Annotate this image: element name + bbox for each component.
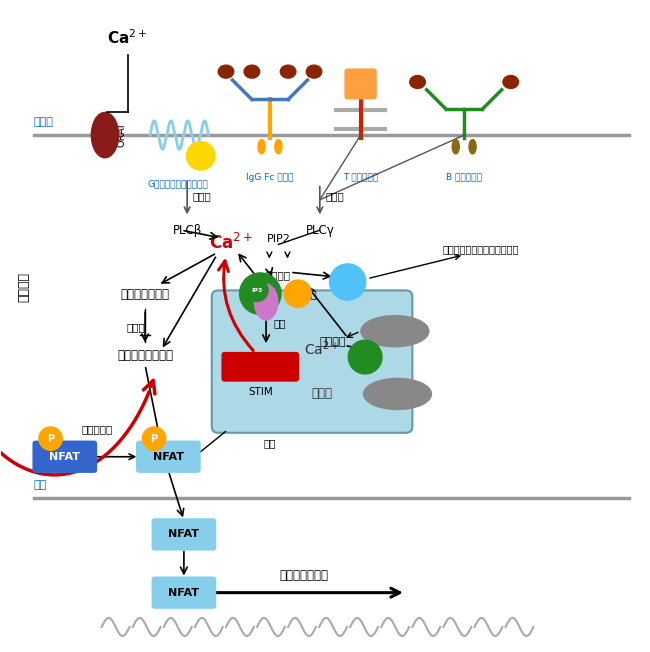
Text: PLCγ: PLCγ bbox=[306, 224, 334, 237]
Text: P: P bbox=[294, 289, 302, 299]
Ellipse shape bbox=[258, 140, 265, 154]
Text: IP4: IP4 bbox=[356, 352, 374, 362]
Circle shape bbox=[39, 427, 62, 451]
Ellipse shape bbox=[244, 65, 259, 78]
Ellipse shape bbox=[218, 65, 234, 78]
FancyBboxPatch shape bbox=[136, 441, 201, 473]
Text: PIP2: PIP2 bbox=[266, 235, 291, 244]
Circle shape bbox=[142, 427, 166, 451]
Text: NFAT: NFAT bbox=[153, 452, 184, 462]
Text: 活性化: 活性化 bbox=[193, 192, 212, 201]
Text: PLCβ: PLCβ bbox=[172, 224, 202, 237]
Text: プロテインキナーゼＣ活性化: プロテインキナーゼＣ活性化 bbox=[443, 244, 519, 255]
Text: カルモジュリン: カルモジュリン bbox=[120, 288, 170, 301]
Text: 小胞体: 小胞体 bbox=[311, 387, 332, 400]
Circle shape bbox=[284, 280, 311, 307]
Text: STIM: STIM bbox=[248, 387, 272, 398]
Text: 活性化: 活性化 bbox=[325, 192, 344, 201]
Ellipse shape bbox=[306, 65, 322, 78]
Text: 相互作用: 相互作用 bbox=[18, 272, 31, 302]
Text: IgG Fc 受容体: IgG Fc 受容体 bbox=[246, 173, 294, 182]
FancyBboxPatch shape bbox=[151, 518, 216, 550]
Ellipse shape bbox=[275, 140, 282, 154]
Text: 分解: 分解 bbox=[274, 318, 287, 328]
Text: IP3: IP3 bbox=[251, 289, 270, 299]
Text: DAG: DAG bbox=[337, 278, 359, 286]
FancyBboxPatch shape bbox=[151, 576, 216, 609]
Text: CASP3: CASP3 bbox=[377, 389, 418, 399]
Ellipse shape bbox=[92, 112, 118, 158]
FancyBboxPatch shape bbox=[32, 441, 98, 473]
Ellipse shape bbox=[503, 76, 519, 89]
Text: 細胞膜: 細胞膜 bbox=[34, 117, 53, 127]
Ellipse shape bbox=[254, 284, 278, 320]
Circle shape bbox=[240, 273, 281, 314]
Text: T 細胞受容体: T 細胞受容体 bbox=[343, 173, 378, 182]
Ellipse shape bbox=[452, 140, 460, 154]
Ellipse shape bbox=[361, 316, 429, 347]
Text: P: P bbox=[47, 434, 54, 443]
Ellipse shape bbox=[410, 76, 425, 89]
Text: サイトカイン等: サイトカイン等 bbox=[280, 569, 329, 582]
Text: NFAT: NFAT bbox=[168, 529, 200, 539]
Text: Gタンパク共益型受容体: Gタンパク共益型受容体 bbox=[147, 179, 208, 188]
Text: G: G bbox=[196, 151, 205, 161]
Text: IP3: IP3 bbox=[252, 288, 263, 293]
Text: Ca$^{2+}$: Ca$^{2+}$ bbox=[209, 233, 253, 253]
Circle shape bbox=[348, 340, 382, 374]
Text: 脱リン酸化: 脱リン酸化 bbox=[81, 424, 113, 434]
Text: 加水分解: 加水分解 bbox=[266, 271, 291, 280]
Text: ITPKC: ITPKC bbox=[377, 326, 413, 336]
Text: 核膜: 核膜 bbox=[34, 480, 47, 490]
Text: 活性化: 活性化 bbox=[127, 322, 146, 333]
Circle shape bbox=[187, 141, 215, 170]
FancyBboxPatch shape bbox=[344, 68, 377, 100]
Text: 分解: 分解 bbox=[264, 438, 276, 448]
Text: カルシニューリン: カルシニューリン bbox=[117, 349, 173, 362]
Text: P: P bbox=[151, 434, 158, 443]
Text: ORAI: ORAI bbox=[116, 123, 127, 147]
Ellipse shape bbox=[280, 65, 296, 78]
Circle shape bbox=[246, 280, 268, 301]
Ellipse shape bbox=[363, 378, 432, 409]
Text: NFAT: NFAT bbox=[168, 587, 200, 598]
Text: Ca$^{2+}$: Ca$^{2+}$ bbox=[304, 339, 339, 358]
Text: NFAT: NFAT bbox=[49, 452, 81, 462]
Ellipse shape bbox=[469, 140, 476, 154]
Circle shape bbox=[330, 264, 366, 300]
Text: リン酸化: リン酸化 bbox=[320, 337, 346, 347]
Text: IP3受容体: IP3受容体 bbox=[284, 289, 317, 299]
Text: B 細胞受容体: B 細胞受容体 bbox=[446, 173, 482, 182]
FancyBboxPatch shape bbox=[212, 290, 412, 433]
Text: Ca$^{2+}$: Ca$^{2+}$ bbox=[107, 29, 148, 48]
FancyBboxPatch shape bbox=[222, 352, 299, 381]
